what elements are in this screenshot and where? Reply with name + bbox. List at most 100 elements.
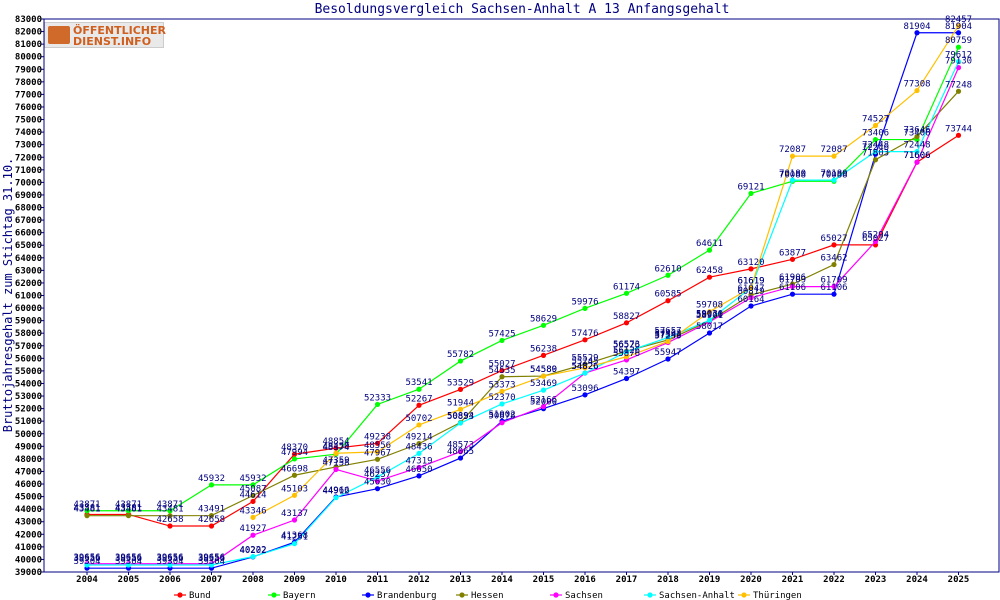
data-point-th-ringen (540, 373, 547, 379)
data-point-sachsen (457, 449, 464, 455)
data-label-sachsen: 50878 (488, 412, 515, 422)
data-label-bayern: 80759 (945, 36, 972, 46)
data-point-sachsen-anhalt (665, 334, 671, 341)
data-label-bayern: 43871 (156, 500, 183, 510)
data-label-sachsen: 65294 (862, 231, 889, 241)
data-label-brandenburg: 52000 (530, 398, 557, 408)
data-label-brandenburg: 72246 (862, 143, 889, 153)
data-label-bund: 49238 (364, 432, 391, 442)
y-tick-label: 58000 (15, 329, 42, 339)
data-label-bayern: 73406 (862, 129, 889, 139)
data-label-sachsen: 47319 (405, 456, 432, 466)
y-tick-label: 82000 (15, 28, 42, 38)
y-tick-label: 76000 (15, 103, 42, 113)
data-label-th-ringen: 59708 (696, 301, 723, 311)
data-point-bayern (955, 44, 962, 50)
legend-label-sachsen-anhalt: Sachsen-Anhalt (659, 591, 735, 600)
y-tick-label: 72000 (15, 153, 42, 163)
y-tick-label: 51000 (15, 417, 42, 427)
data-label-brandenburg: 45630 (364, 478, 391, 488)
data-point-bayern (208, 482, 215, 488)
data-point-th-ringen (789, 153, 796, 159)
data-label-hessen: 43481 (73, 505, 100, 515)
series-line-th-ringen (252, 25, 960, 518)
data-label-sachsen: 58901 (696, 311, 723, 321)
data-point-hessen (955, 88, 962, 94)
data-point-th-ringen (333, 450, 339, 456)
data-point-sachsen (250, 532, 256, 538)
data-label-bund: 63877 (779, 248, 806, 258)
data-point-sachsen-anhalt (914, 149, 920, 155)
y-tick-label: 83000 (15, 15, 42, 25)
data-point-brandenburg (831, 291, 837, 297)
data-point-sachsen-anhalt (789, 177, 796, 183)
data-label-hessen: 71803 (862, 149, 889, 159)
x-tick-label: 2020 (740, 575, 762, 585)
data-point-hessen (208, 512, 215, 519)
data-label-sachsen-anhalt: 52370 (488, 393, 515, 403)
data-label-bayern: 43871 (73, 500, 100, 510)
y-tick-label: 77000 (15, 90, 42, 100)
data-point-bund (831, 242, 837, 248)
data-label-bund: 42658 (198, 515, 225, 525)
data-point-brandenburg (706, 330, 713, 336)
data-point-bayern (872, 136, 879, 143)
y-tick-label: 66000 (15, 229, 42, 239)
data-point-sachsen (499, 420, 505, 426)
data-label-bund: 65027 (820, 234, 847, 244)
data-label-bayern: 43871 (115, 500, 142, 510)
y-tick-label: 70000 (15, 178, 42, 188)
data-label-hessen: 61906 (779, 273, 806, 283)
data-label-bund: 48370 (281, 443, 308, 453)
x-tick-label: 2007 (201, 575, 223, 585)
data-label-th-ringen: 55245 (571, 357, 598, 367)
y-tick-label: 54000 (15, 379, 42, 389)
data-label-hessen: 50894 (447, 412, 474, 422)
data-point-bayern (374, 401, 381, 408)
data-point-hessen (872, 157, 879, 163)
data-label-th-ringen: 74527 (862, 114, 889, 124)
data-point-bund (333, 445, 339, 451)
y-tick-label: 63000 (15, 266, 42, 276)
data-label-sachsen: 46237 (364, 470, 391, 480)
x-tick-label: 2012 (408, 575, 430, 585)
data-label-hessen: 77248 (945, 80, 972, 90)
data-label-brandenburg: 39304 (198, 557, 225, 567)
data-point-bund (623, 320, 630, 326)
x-tick-label: 2024 (906, 575, 928, 585)
data-point-bund (250, 498, 256, 505)
data-point-sachsen-anhalt (955, 58, 962, 65)
y-tick-label: 41000 (15, 543, 42, 553)
data-label-th-ringen: 61619 (737, 277, 764, 287)
data-label-bund: 48854 (322, 437, 349, 447)
data-label-th-ringen: 43346 (239, 506, 266, 516)
data-point-bayern (167, 508, 173, 514)
data-point-bund (582, 337, 588, 343)
data-point-sachsen-anhalt (84, 562, 90, 568)
data-point-sachsen-anhalt (623, 349, 630, 355)
legend-label-bayern: Bayern (283, 591, 316, 600)
data-label-hessen: 49214 (405, 433, 432, 443)
x-tick-label: 2022 (823, 575, 845, 585)
data-label-th-ringen: 53373 (488, 380, 515, 390)
y-tick-label: 55000 (15, 367, 42, 377)
data-label-sachsen: 43137 (281, 509, 308, 519)
data-label-brandenburg: 55947 (654, 348, 681, 358)
data-point-bund (706, 274, 713, 280)
data-label-bayern: 62610 (654, 264, 681, 274)
data-point-sachsen-anhalt (706, 317, 713, 323)
data-point-sachsen-anhalt (416, 450, 422, 457)
data-label-sachsen-anhalt: 72448 (903, 141, 930, 151)
data-point-sachsen (374, 478, 381, 484)
data-point-sachsen (540, 403, 547, 410)
data-label-sachsen-anhalt: 39556 (156, 554, 183, 564)
data-point-brandenburg (955, 30, 962, 36)
y-tick-label: 45000 (15, 493, 42, 503)
data-point-th-ringen (914, 87, 920, 94)
y-tick-label: 61000 (15, 292, 42, 302)
data-point-hessen (250, 492, 256, 499)
y-tick-label: 75000 (15, 116, 42, 126)
data-point-sachsen (831, 283, 837, 290)
data-point-bund (789, 256, 796, 262)
data-label-bayern: 45932 (198, 474, 225, 484)
